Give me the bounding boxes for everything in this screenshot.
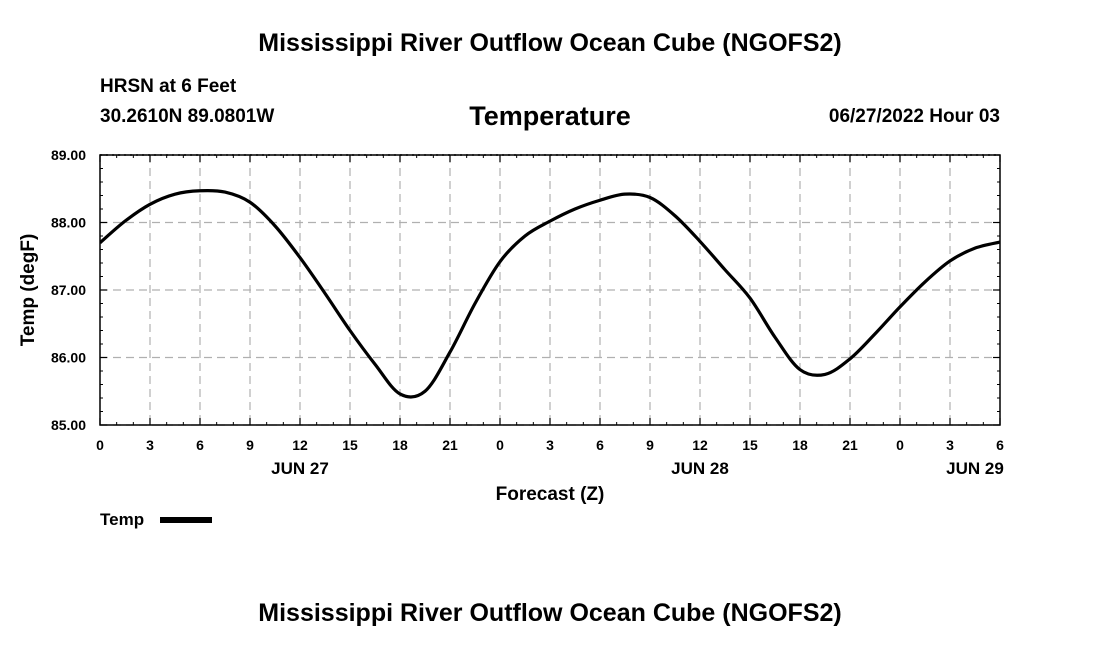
x-tick-label: 12 — [292, 437, 308, 453]
x-tick-label: 21 — [842, 437, 858, 453]
x-tick-label: 0 — [96, 437, 104, 453]
x-tick-label: 15 — [742, 437, 758, 453]
series-layer — [100, 188, 1000, 399]
x-tick-label: 15 — [342, 437, 358, 453]
y-tick-label: 85.00 — [51, 417, 86, 433]
x-tick-label: 3 — [546, 437, 554, 453]
station-label: HRSN at 6 Feet — [100, 76, 237, 97]
axis-labels: 0 3 6 9 12 15 18 21 0 3 6 9 12 15 18 21 0 3 6 85.00 86.00 87.… — [18, 147, 1004, 505]
x-tick-label: 18 — [392, 437, 408, 453]
y-axis-title: Temp (degF) — [18, 234, 39, 347]
x-tick-label: 3 — [146, 437, 154, 453]
x-tick-label: 12 — [692, 437, 708, 453]
x-tick-label: 3 — [946, 437, 954, 453]
x-tick-label: 18 — [792, 437, 808, 453]
y-tick-label: 88.00 — [51, 215, 86, 231]
day-label: JUN 28 — [671, 459, 729, 478]
plot-frame — [99, 154, 1001, 426]
legend-label: Temp — [100, 510, 144, 529]
footer-title: Mississippi River Outflow Ocean Cube (NG… — [258, 599, 842, 627]
y-tick-label: 89.00 — [51, 147, 86, 163]
x-tick-label: 6 — [596, 437, 604, 453]
x-tick-label: 21 — [442, 437, 458, 453]
y-tick-label: 87.00 — [51, 282, 86, 298]
day-label: JUN 29 — [946, 459, 1004, 478]
x-tick-label: 9 — [646, 437, 654, 453]
plot-title: Temperature — [469, 101, 631, 131]
x-tick-label: 6 — [996, 437, 1004, 453]
date-hour-label: 06/27/2022 Hour 03 — [828, 106, 1000, 127]
x-tick-label: 6 — [196, 437, 204, 453]
coordinates-label: 30.2610N 89.0801W — [100, 106, 275, 127]
x-tick-label: 0 — [896, 437, 904, 453]
page-title: Mississippi River Outflow Ocean Cube (NG… — [258, 29, 842, 57]
legend: Temp — [100, 510, 212, 529]
series-line-temp — [100, 188, 1000, 399]
y-tick-label: 86.00 — [51, 350, 86, 366]
x-axis-title: Forecast (Z) — [496, 484, 605, 505]
x-tick-label: 9 — [246, 437, 254, 453]
x-tick-label: 0 — [496, 437, 504, 453]
day-label: JUN 27 — [271, 459, 329, 478]
